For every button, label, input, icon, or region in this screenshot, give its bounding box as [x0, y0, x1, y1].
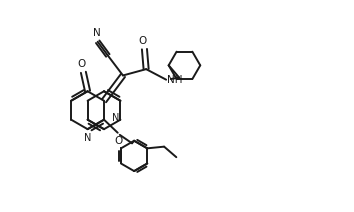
Text: NH: NH: [167, 75, 183, 85]
Text: O: O: [139, 36, 147, 46]
Text: N: N: [84, 133, 91, 143]
Text: N: N: [112, 113, 119, 123]
Text: N: N: [93, 28, 101, 38]
Text: O: O: [115, 136, 123, 146]
Text: O: O: [77, 59, 85, 69]
